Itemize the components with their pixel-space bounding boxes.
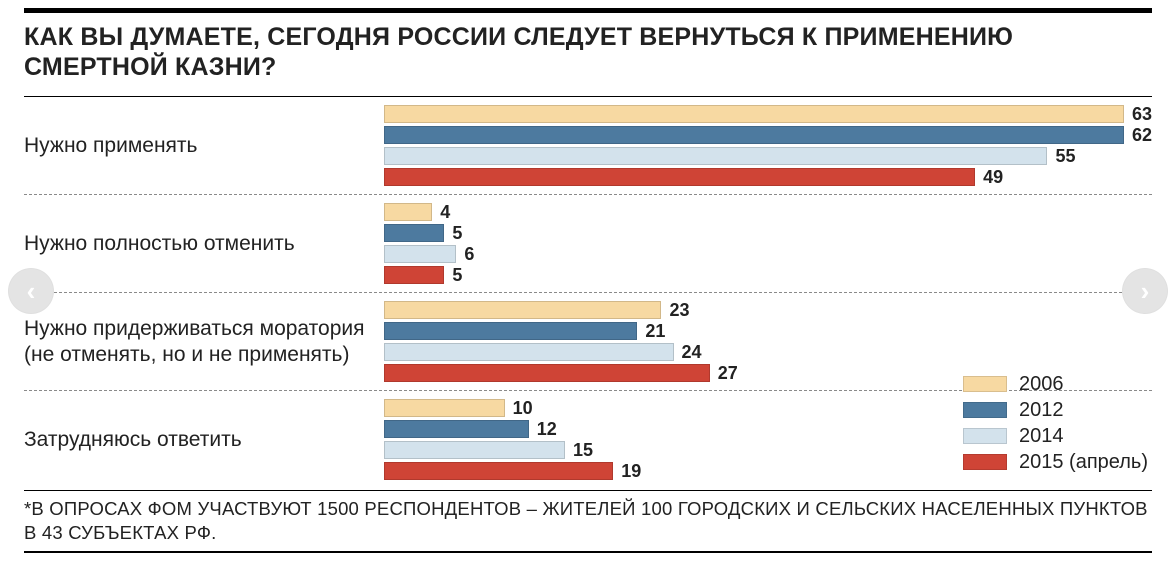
bar-value: 55 xyxy=(1055,146,1075,167)
bar-value: 6 xyxy=(464,244,474,265)
bar xyxy=(384,462,613,480)
legend: 2006 2012 2014 2015 (апрель) xyxy=(963,371,1148,475)
chevron-left-icon: ‹ xyxy=(27,278,36,304)
bar xyxy=(384,399,505,417)
bar-value: 5 xyxy=(452,223,462,244)
chevron-right-icon: › xyxy=(1141,278,1150,304)
bar-line: 4 xyxy=(384,202,1152,222)
bar xyxy=(384,245,456,263)
bar-value: 23 xyxy=(669,300,689,321)
bar-line: 49 xyxy=(384,167,1152,187)
row-label: Затрудняюсь ответить xyxy=(24,427,384,453)
bar-line: 21 xyxy=(384,321,1152,341)
bar-value: 24 xyxy=(682,342,702,363)
bar-line: 62 xyxy=(384,125,1152,145)
bar-value: 12 xyxy=(537,419,557,440)
legend-item: 2015 (апрель) xyxy=(963,449,1148,475)
row-label: Нужно применять xyxy=(24,133,384,159)
bar xyxy=(384,203,432,221)
bar-line: 23 xyxy=(384,300,1152,320)
legend-swatch xyxy=(963,402,1007,418)
bar-value: 63 xyxy=(1132,104,1152,125)
bar xyxy=(384,126,1124,144)
footnote: *В ОПРОСАХ ФОМ УЧАСТВУЮТ 1500 РЕСПОНДЕНТ… xyxy=(24,497,1152,545)
bar-value: 49 xyxy=(983,167,1003,188)
bar xyxy=(384,105,1124,123)
end-rule xyxy=(24,551,1152,553)
prev-button[interactable]: ‹ xyxy=(8,268,54,314)
bar-value: 27 xyxy=(718,363,738,384)
bars-group: 6362 55 49 xyxy=(384,103,1152,188)
bar-value: 62 xyxy=(1132,125,1152,146)
legend-label: 2012 xyxy=(1019,399,1064,422)
bar-line: 5 xyxy=(384,265,1152,285)
bar-line: 24 xyxy=(384,342,1152,362)
bar xyxy=(384,441,565,459)
bar xyxy=(384,168,975,186)
bar xyxy=(384,266,444,284)
legend-item: 2012 xyxy=(963,397,1148,423)
bar-line: 55 xyxy=(384,146,1152,166)
next-button[interactable]: › xyxy=(1122,268,1168,314)
bar-value: 5 xyxy=(452,265,462,286)
top-rule xyxy=(24,8,1152,13)
legend-item: 2006 xyxy=(963,371,1148,397)
chart-bottom-rule xyxy=(24,490,1152,491)
legend-swatch xyxy=(963,454,1007,470)
bar xyxy=(384,322,637,340)
bar-value: 19 xyxy=(621,461,641,482)
legend-label: 2015 (апрель) xyxy=(1019,451,1148,474)
bar-value: 10 xyxy=(513,398,533,419)
chart-row: Нужно применять 6362 55 49 xyxy=(24,97,1152,194)
legend-item: 2014 xyxy=(963,423,1148,449)
legend-swatch xyxy=(963,428,1007,444)
bar-line: 5 xyxy=(384,223,1152,243)
bar-value: 15 xyxy=(573,440,593,461)
bar-value: 4 xyxy=(440,202,450,223)
bar-line: 63 xyxy=(384,104,1152,124)
bar xyxy=(384,364,710,382)
chart-row: Нужно полностью отменить4565 xyxy=(24,194,1152,292)
bar xyxy=(384,420,529,438)
row-label: Нужно придерживаться моратория (не отмен… xyxy=(24,316,384,367)
bar-line: 6 xyxy=(384,244,1152,264)
bar xyxy=(384,301,661,319)
legend-label: 2014 xyxy=(1019,425,1064,448)
bars-group: 4565 xyxy=(384,201,1152,286)
bar xyxy=(384,147,1047,165)
legend-swatch xyxy=(963,376,1007,392)
legend-label: 2006 xyxy=(1019,373,1064,396)
bar xyxy=(384,224,444,242)
bar-value: 21 xyxy=(645,321,665,342)
chart-title: КАК ВЫ ДУМАЕТЕ, СЕГОДНЯ РОССИИ СЛЕДУЕТ В… xyxy=(24,23,1152,82)
bar xyxy=(384,343,674,361)
row-label: Нужно полностью отменить xyxy=(24,231,384,257)
